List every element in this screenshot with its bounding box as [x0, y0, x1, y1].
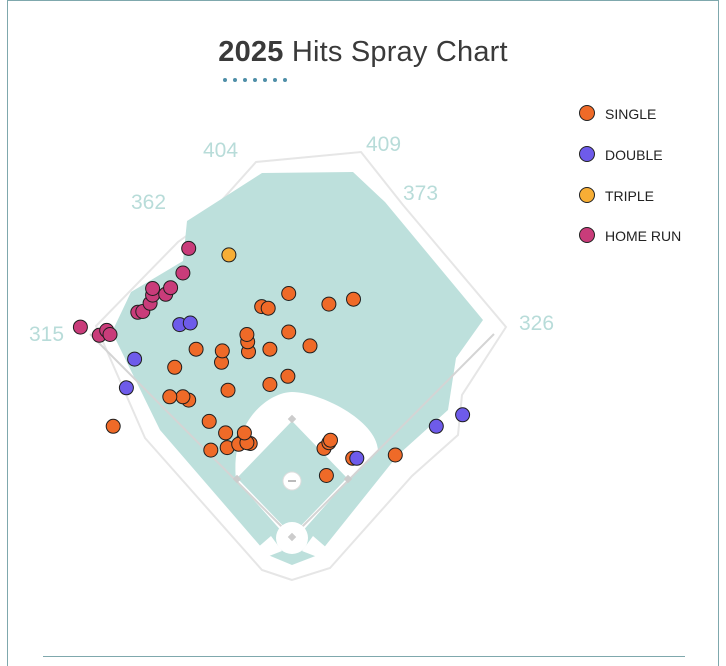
bottom-divider: [43, 656, 685, 657]
hit-marker-home-run-12: [175, 265, 191, 281]
foul-line-right: [291, 333, 495, 538]
home-plate: [287, 532, 297, 542]
batters-box-left: [256, 536, 282, 558]
hit-marker-double-1: [118, 380, 134, 396]
hit-marker-single-37: [387, 447, 403, 463]
third-base: [232, 474, 242, 484]
hit-marker-single-7: [236, 425, 252, 441]
hit-marker-home-run-11: [163, 280, 179, 296]
hit-marker-single-9: [201, 413, 217, 429]
legend-swatch-triple: [579, 187, 595, 203]
hit-marker-single-13: [162, 389, 178, 405]
legend-item-triple: TRIPLE: [579, 186, 719, 206]
legend-item-home-run: HOME RUN: [579, 226, 719, 246]
hit-marker-single-31: [346, 291, 361, 307]
hit-marker-single-8: [218, 425, 234, 441]
hit-marker-double-4: [182, 315, 198, 331]
hit-marker-home-run-13: [181, 240, 197, 256]
distance-label-center-right: 409: [366, 133, 401, 156]
distance-label-center-left: 404: [203, 139, 238, 162]
hit-marker-single-34: [323, 432, 338, 448]
chart-title-year: 2025: [218, 36, 284, 68]
hit-marker-single-25: [302, 338, 318, 354]
hit-marker-home-run-4: [102, 327, 118, 342]
hit-marker-single-18: [262, 377, 278, 392]
legend-label-double: DOUBLE: [605, 147, 663, 163]
legend-item-single: SINGLE: [579, 104, 719, 124]
hit-marker-single-21: [239, 327, 255, 342]
hit-marker-single-11: [220, 382, 236, 398]
hit-marker-double-7: [455, 407, 471, 423]
legend-swatch-single: [579, 105, 595, 121]
pitchers-rubber: [288, 480, 296, 482]
legend-swatch-home-run: [579, 227, 595, 243]
distance-label-right-line: 326: [519, 312, 554, 335]
hit-marker-single-35: [318, 468, 334, 483]
hit-marker-double-6: [428, 418, 444, 434]
distance-label-left-line: 315: [29, 323, 64, 346]
batters-box-right: [302, 536, 328, 558]
hit-markers: [72, 240, 471, 483]
legend-label-home-run: HOME RUN: [605, 228, 682, 244]
distance-label-right-center: 373: [403, 182, 438, 205]
hit-marker-single-23: [188, 341, 204, 357]
legend-label-triple: TRIPLE: [605, 188, 655, 204]
chart-title: 2025 Hits Spray Chart: [0, 36, 726, 69]
title-underline-dots: [221, 76, 293, 84]
second-base: [287, 414, 297, 424]
hit-marker-double-2: [127, 351, 143, 367]
hit-marker-single-15: [105, 418, 121, 434]
outfield-grass: [112, 172, 483, 565]
hit-marker-single-26: [281, 324, 297, 340]
hit-marker-single-28: [260, 300, 276, 316]
distance-label-left-center: 362: [131, 191, 166, 214]
hit-marker-single-30: [281, 286, 297, 301]
hit-marker-single-14: [167, 359, 183, 375]
hit-marker-home-run-1: [72, 319, 88, 335]
hit-marker-single-24: [262, 341, 278, 357]
chart-title-text: Hits Spray Chart: [291, 36, 508, 68]
hit-marker-single-29: [321, 296, 337, 312]
hit-marker-single-12: [175, 389, 191, 405]
hit-marker-single-6: [203, 442, 219, 458]
first-base: [343, 474, 353, 484]
hit-marker-home-run-9: [145, 281, 161, 296]
hit-marker-single-19: [280, 368, 296, 384]
foul-line-left: [89, 333, 293, 538]
legend-swatch-double: [579, 146, 595, 162]
hit-marker-single-22: [214, 343, 230, 359]
legend-label-single: SINGLE: [605, 106, 657, 122]
hit-marker-double-5: [349, 450, 365, 466]
legend-item-double: DOUBLE: [579, 145, 719, 165]
hit-marker-triple-1: [221, 247, 237, 263]
